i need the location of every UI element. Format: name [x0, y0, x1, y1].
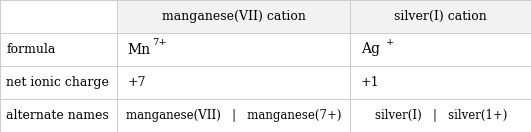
Text: manganese(VII) cation: manganese(VII) cation: [162, 10, 305, 23]
Text: Ag: Ag: [361, 43, 380, 56]
Text: +1: +1: [361, 76, 380, 89]
FancyBboxPatch shape: [350, 33, 531, 66]
FancyBboxPatch shape: [0, 99, 117, 132]
Text: 7+: 7+: [152, 38, 167, 47]
Text: +7: +7: [127, 76, 146, 89]
FancyBboxPatch shape: [350, 0, 531, 33]
FancyBboxPatch shape: [117, 66, 350, 99]
Text: silver(I)   |   silver(1+): silver(I) | silver(1+): [374, 109, 507, 122]
FancyBboxPatch shape: [0, 0, 117, 33]
Text: net ionic charge: net ionic charge: [6, 76, 109, 89]
FancyBboxPatch shape: [117, 33, 350, 66]
FancyBboxPatch shape: [0, 33, 117, 66]
FancyBboxPatch shape: [117, 0, 350, 33]
Text: formula: formula: [6, 43, 56, 56]
FancyBboxPatch shape: [350, 99, 531, 132]
Text: alternate names: alternate names: [6, 109, 109, 122]
FancyBboxPatch shape: [350, 66, 531, 99]
Text: silver(I) cation: silver(I) cation: [395, 10, 487, 23]
Text: Mn: Mn: [127, 43, 151, 56]
FancyBboxPatch shape: [0, 66, 117, 99]
Text: manganese(VII)   |   manganese(7+): manganese(VII) | manganese(7+): [126, 109, 341, 122]
Text: +: +: [386, 38, 394, 47]
FancyBboxPatch shape: [117, 99, 350, 132]
